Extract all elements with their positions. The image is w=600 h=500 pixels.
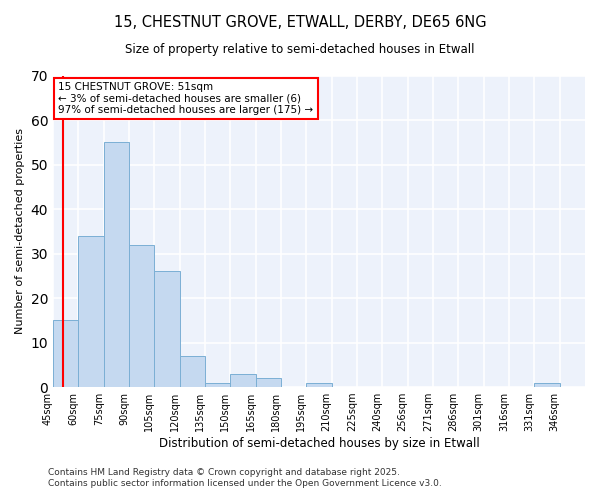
- Text: 15 CHESTNUT GROVE: 51sqm
← 3% of semi-detached houses are smaller (6)
97% of sem: 15 CHESTNUT GROVE: 51sqm ← 3% of semi-de…: [58, 82, 313, 115]
- Bar: [104, 142, 129, 387]
- Y-axis label: Number of semi-detached properties: Number of semi-detached properties: [15, 128, 25, 334]
- X-axis label: Distribution of semi-detached houses by size in Etwall: Distribution of semi-detached houses by …: [158, 437, 479, 450]
- Bar: [129, 244, 154, 387]
- Bar: [205, 382, 230, 387]
- Bar: [307, 382, 332, 387]
- Text: Size of property relative to semi-detached houses in Etwall: Size of property relative to semi-detach…: [125, 42, 475, 56]
- Bar: [230, 374, 256, 387]
- Bar: [535, 382, 560, 387]
- Bar: [256, 378, 281, 387]
- Text: Contains HM Land Registry data © Crown copyright and database right 2025.
Contai: Contains HM Land Registry data © Crown c…: [48, 468, 442, 487]
- Text: 15, CHESTNUT GROVE, ETWALL, DERBY, DE65 6NG: 15, CHESTNUT GROVE, ETWALL, DERBY, DE65 …: [113, 15, 487, 30]
- Bar: [53, 320, 79, 387]
- Bar: [154, 272, 179, 387]
- Bar: [179, 356, 205, 387]
- Bar: [79, 236, 104, 387]
